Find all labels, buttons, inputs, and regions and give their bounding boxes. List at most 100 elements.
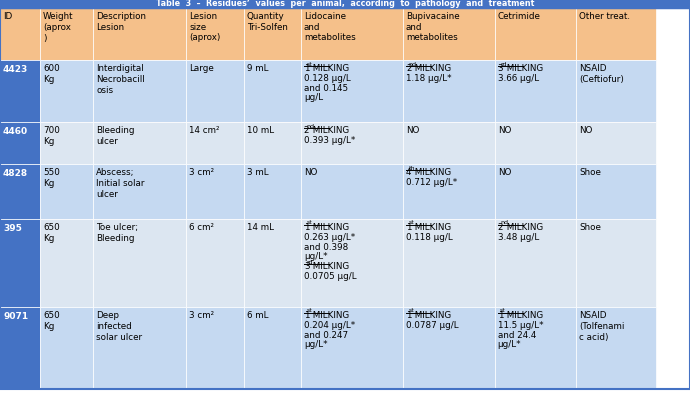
Bar bbox=[244, 8, 301, 60]
Text: MILKING: MILKING bbox=[412, 168, 451, 177]
Text: 395: 395 bbox=[3, 224, 22, 233]
Text: MILKING: MILKING bbox=[412, 64, 451, 73]
Text: 0.128 μg/L: 0.128 μg/L bbox=[304, 74, 351, 83]
Text: NO: NO bbox=[497, 126, 511, 135]
Bar bbox=[244, 122, 301, 164]
Bar bbox=[0, 307, 40, 389]
Text: 650
Kg: 650 Kg bbox=[43, 311, 60, 331]
Text: 1: 1 bbox=[304, 64, 309, 73]
Bar bbox=[576, 60, 656, 122]
Bar bbox=[301, 122, 403, 164]
Text: μg/L*: μg/L* bbox=[304, 253, 328, 261]
Text: Other treat.: Other treat. bbox=[579, 12, 630, 21]
Text: Weight
(aprox
): Weight (aprox ) bbox=[43, 12, 74, 43]
Text: 1: 1 bbox=[304, 311, 309, 320]
Text: 0.204 μg/L*: 0.204 μg/L* bbox=[304, 321, 355, 330]
Bar bbox=[186, 307, 244, 389]
Bar bbox=[93, 8, 186, 60]
Bar bbox=[0, 60, 40, 122]
Bar bbox=[576, 164, 656, 219]
Bar bbox=[576, 8, 656, 60]
Text: 0.263 μg/L*: 0.263 μg/L* bbox=[304, 233, 355, 242]
Text: 6 cm²: 6 cm² bbox=[189, 223, 215, 232]
Text: Cetrimide: Cetrimide bbox=[497, 12, 540, 21]
Text: 700
Kg: 700 Kg bbox=[43, 126, 60, 146]
Text: 0.393 μg/L*: 0.393 μg/L* bbox=[304, 136, 355, 145]
Text: MILKING: MILKING bbox=[412, 311, 451, 320]
Text: 3 cm²: 3 cm² bbox=[189, 168, 215, 177]
Text: Large: Large bbox=[189, 64, 214, 73]
Text: nd: nd bbox=[408, 61, 416, 67]
Bar bbox=[186, 122, 244, 164]
Text: 0.0705 μg/L: 0.0705 μg/L bbox=[304, 272, 357, 281]
Text: NSAID
(Ceftiofur): NSAID (Ceftiofur) bbox=[579, 64, 624, 84]
Text: st: st bbox=[408, 221, 414, 225]
Text: Table  3  –  Residues’  values  per  animal,  according  to  pathology  and  tre: Table 3 – Residues’ values per animal, a… bbox=[156, 0, 534, 8]
Text: Toe ulcer;
Bleeding: Toe ulcer; Bleeding bbox=[96, 223, 138, 243]
Text: 3 mL: 3 mL bbox=[246, 168, 268, 177]
Text: 1: 1 bbox=[406, 311, 411, 320]
Bar bbox=[0, 0, 690, 8]
Text: st: st bbox=[408, 308, 414, 314]
Bar bbox=[40, 122, 93, 164]
Text: and 0.398: and 0.398 bbox=[304, 243, 348, 252]
Text: and 0.145: and 0.145 bbox=[304, 84, 348, 93]
Text: MILKING: MILKING bbox=[310, 223, 349, 232]
Text: nd: nd bbox=[306, 124, 314, 128]
Text: 14 cm²: 14 cm² bbox=[189, 126, 220, 135]
Text: 1: 1 bbox=[497, 311, 503, 320]
Text: 14 mL: 14 mL bbox=[246, 223, 273, 232]
Text: 4423: 4423 bbox=[3, 65, 28, 74]
Text: nd: nd bbox=[500, 221, 508, 225]
Bar bbox=[403, 122, 495, 164]
Text: MILKING: MILKING bbox=[310, 262, 349, 271]
Text: MILKING: MILKING bbox=[504, 311, 543, 320]
Bar bbox=[93, 60, 186, 122]
Text: Deep
infected
solar ulcer: Deep infected solar ulcer bbox=[96, 311, 142, 342]
Text: ID: ID bbox=[3, 12, 12, 21]
Bar bbox=[40, 219, 93, 307]
Text: 2: 2 bbox=[497, 223, 503, 232]
Bar bbox=[186, 219, 244, 307]
Bar bbox=[403, 60, 495, 122]
Text: 11.5 μg/L*: 11.5 μg/L* bbox=[497, 321, 543, 330]
Bar bbox=[186, 60, 244, 122]
Text: NO: NO bbox=[304, 168, 317, 177]
Text: NO: NO bbox=[406, 126, 420, 135]
Bar bbox=[0, 122, 40, 164]
Text: 10 mL: 10 mL bbox=[246, 126, 274, 135]
Text: 2: 2 bbox=[304, 126, 309, 135]
Text: rd: rd bbox=[500, 61, 506, 67]
Text: Interdigital
Necrobacill
osis: Interdigital Necrobacill osis bbox=[96, 64, 145, 95]
Text: 1.18 μg/L*: 1.18 μg/L* bbox=[406, 74, 451, 83]
Text: 4: 4 bbox=[406, 168, 411, 177]
Text: 0.712 μg/L*: 0.712 μg/L* bbox=[406, 178, 457, 187]
Bar bbox=[186, 164, 244, 219]
Text: NO: NO bbox=[497, 168, 511, 177]
Bar bbox=[301, 164, 403, 219]
Text: μg/L*: μg/L* bbox=[497, 340, 522, 350]
Bar bbox=[40, 307, 93, 389]
Text: and 24.4: and 24.4 bbox=[497, 331, 536, 340]
Bar bbox=[403, 307, 495, 389]
Bar bbox=[93, 164, 186, 219]
Text: Lesion
size
(aprox): Lesion size (aprox) bbox=[189, 12, 221, 43]
Text: st: st bbox=[306, 61, 312, 67]
Bar bbox=[244, 164, 301, 219]
Bar bbox=[576, 122, 656, 164]
Text: MILKING: MILKING bbox=[310, 126, 349, 135]
Bar bbox=[301, 8, 403, 60]
Bar bbox=[93, 307, 186, 389]
Text: 0.0787 μg/L: 0.0787 μg/L bbox=[406, 321, 459, 330]
Text: 600
Kg: 600 Kg bbox=[43, 64, 60, 84]
Text: 3.48 μg/L: 3.48 μg/L bbox=[497, 233, 539, 242]
Bar bbox=[40, 8, 93, 60]
Bar bbox=[301, 307, 403, 389]
Text: st: st bbox=[306, 221, 312, 225]
Text: MILKING: MILKING bbox=[310, 64, 349, 73]
Text: Shoe: Shoe bbox=[579, 223, 601, 232]
Bar bbox=[576, 219, 656, 307]
Text: NO: NO bbox=[579, 126, 593, 135]
Bar bbox=[301, 219, 403, 307]
Bar bbox=[40, 164, 93, 219]
